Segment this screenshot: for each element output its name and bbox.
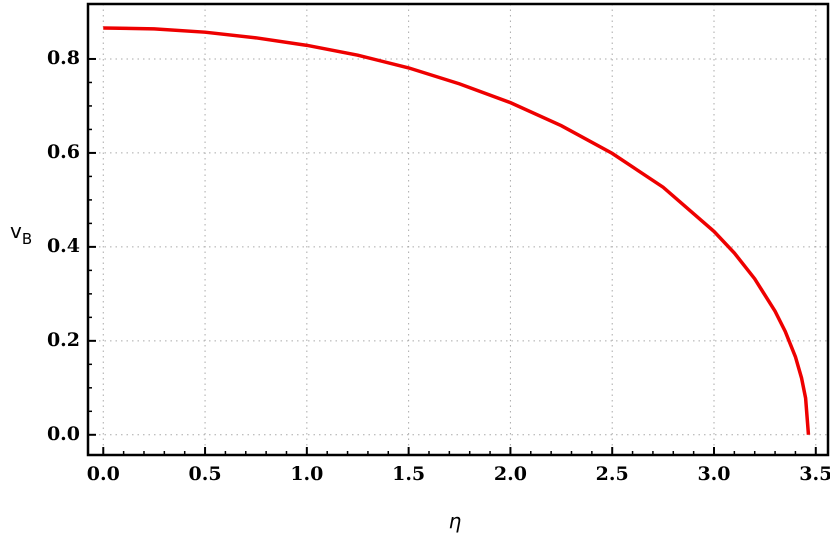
y-tick-label: 0.2 (47, 329, 80, 351)
y-axis-label: vB (10, 219, 32, 248)
y-tick-label: 0.0 (47, 423, 80, 445)
x-tick-label: 3.5 (799, 463, 830, 485)
x-axis-label: η (449, 509, 462, 533)
y-tick-label: 0.8 (47, 47, 80, 69)
data-line (103, 26, 811, 435)
x-tick-label: 0.5 (189, 463, 222, 485)
y-axis-label-main: v (10, 219, 22, 243)
x-tick-label: 3.0 (697, 463, 730, 485)
plot-frame (86, 2, 830, 457)
y-axis-label-sub: B (22, 230, 32, 248)
x-tick-label: 2.5 (596, 463, 629, 485)
x-tick-label: 1.0 (290, 463, 323, 485)
x-tick-label: 2.0 (494, 463, 527, 485)
x-tick-label: 0.0 (87, 463, 120, 485)
y-tick-label: 0.6 (47, 141, 80, 163)
y-tick-label: 0.4 (47, 235, 80, 257)
x-tick-label: 1.5 (392, 463, 425, 485)
